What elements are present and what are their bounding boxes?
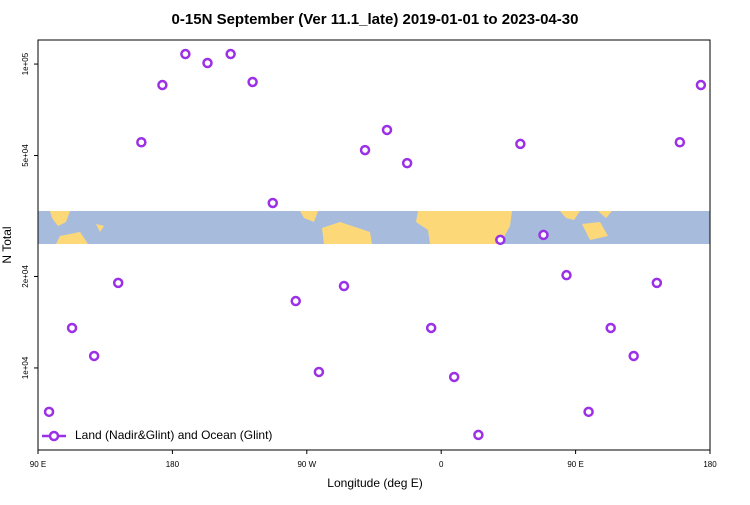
point (202, 57, 213, 69)
point (674, 136, 686, 148)
point (381, 124, 393, 136)
x-tick-label: 180 (166, 460, 180, 469)
point (448, 371, 460, 383)
point (136, 136, 147, 148)
point (628, 350, 639, 362)
point (515, 138, 526, 150)
x-tick-label: 90 W (297, 460, 316, 469)
x-tick-label: 90 E (30, 460, 46, 469)
plot-frame (37, 39, 711, 451)
y-axis-label: N Total (0, 226, 14, 263)
point (66, 322, 78, 334)
y-tick-label: 5e+04 (21, 144, 30, 167)
land (50, 211, 612, 244)
chart-title: 0-15N September (Ver 11.1_late) 2019-01-… (172, 11, 579, 28)
point (338, 280, 350, 292)
y-tick-label: 1e+04 (21, 356, 30, 379)
legend-label: Land (Nadir&Glint) and Ocean (Glint) (75, 428, 272, 442)
x-tick-label: 180 (703, 460, 717, 469)
x-axis-label: Longitude (deg E) (327, 476, 422, 490)
point (695, 79, 707, 91)
point (651, 277, 663, 289)
point (180, 48, 191, 60)
point (538, 229, 549, 241)
point (473, 429, 484, 441)
point (112, 277, 124, 289)
point (290, 295, 301, 307)
y-tick-label: 2e+04 (21, 265, 30, 288)
point (88, 350, 100, 362)
map-band (38, 211, 710, 244)
x-tick-label: 0 (439, 460, 444, 469)
point (157, 79, 168, 91)
point (225, 48, 236, 60)
y-tick-label: 1e+05 (21, 52, 30, 75)
legend-marker (48, 430, 60, 442)
point (425, 322, 437, 334)
point (267, 197, 279, 209)
x-tick-label: 90 E (567, 460, 583, 469)
ocean (38, 211, 710, 244)
point (359, 144, 371, 156)
point (583, 406, 594, 418)
point (247, 76, 258, 88)
point (495, 234, 506, 246)
point (605, 322, 616, 334)
point (561, 269, 572, 281)
point (401, 157, 413, 169)
point (43, 406, 55, 418)
point (313, 366, 325, 378)
